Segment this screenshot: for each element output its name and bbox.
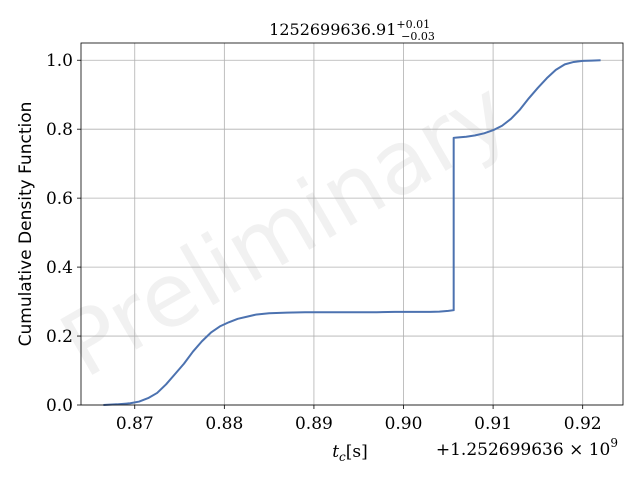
y-tick-label: 0.4: [46, 258, 73, 278]
y-tick-label: 1.0: [46, 51, 73, 71]
title-sup: +0.01: [396, 18, 430, 31]
xlabel-unit: [s]: [346, 442, 368, 462]
y-tick-label: 0.0: [46, 396, 73, 416]
y-axis-label: Cumulative Density Function: [16, 102, 36, 347]
plot-frame: [80, 42, 624, 406]
x-tick-label: 0.89: [295, 414, 333, 434]
y-tick-labels: 0.0 0.2 0.4 0.6 0.8 1.0: [46, 51, 81, 416]
series-line-group: [103, 59, 601, 406]
x-tick-label: 0.91: [474, 414, 512, 434]
y-tick-label: 0.6: [46, 189, 73, 209]
title-main: 1252699636.91: [269, 20, 396, 39]
offset-exponent: 9: [610, 436, 618, 450]
x-tick-label: 0.88: [205, 414, 243, 434]
x-axis-label: tc[s]: [332, 442, 368, 464]
y-tick-label: 0.8: [46, 120, 73, 140]
offset-text: +1.252699636 × 10: [436, 440, 611, 460]
x-tick-labels: 0.87 0.88 0.89 0.90 0.91 0.92: [116, 405, 602, 434]
y-tick-label: 0.2: [46, 327, 73, 347]
cdf-series-line: [103, 59, 601, 406]
xlabel-sub: c: [339, 450, 346, 464]
chart-title: 1252699636.91+0.01 −0.03: [269, 18, 435, 43]
x-tick-label: 0.92: [564, 414, 602, 434]
x-tick-label: 0.90: [385, 414, 423, 434]
x-offset-text: +1.252699636 × 109: [436, 436, 618, 460]
xlabel-var: t: [332, 442, 339, 462]
grid: [81, 43, 623, 406]
title-sub: −0.03: [401, 30, 435, 43]
x-tick-label: 0.87: [116, 414, 154, 434]
